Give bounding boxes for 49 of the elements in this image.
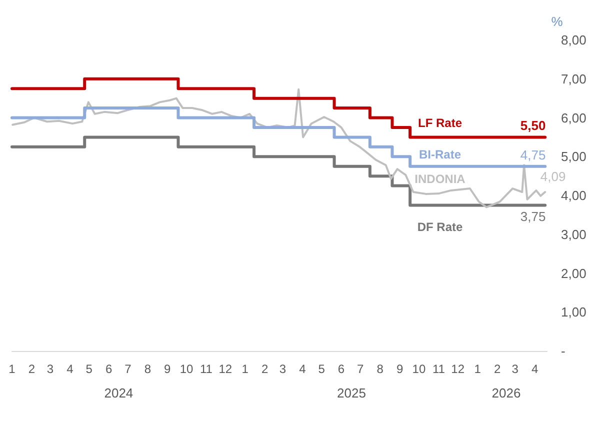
y-tick-label: 8,00: [561, 32, 586, 48]
y-axis-title: %: [551, 14, 564, 29]
x-tick-label: 4: [66, 362, 74, 376]
x-tick-label: 2: [494, 362, 501, 376]
x-tick-label: 5: [86, 362, 93, 376]
x-tick-label: 10: [180, 362, 194, 376]
x-tick-label: 9: [396, 362, 404, 376]
y-tick-label: 2,00: [561, 266, 586, 281]
x-tick-label: 6: [338, 362, 345, 376]
y-tick-label: 5,00: [561, 149, 586, 164]
x-tick-label: 2: [262, 362, 269, 376]
x-tick-label: 12: [218, 362, 232, 376]
data-label: 4,75: [520, 147, 546, 162]
x-tick-label: 1: [8, 362, 16, 376]
x-tick-label: 6: [105, 362, 112, 376]
text: 2024: [104, 386, 134, 400]
y-tick-label: 7,00: [561, 71, 586, 86]
x-tick-label: 5: [318, 362, 326, 376]
series-label: DF Rate: [417, 220, 463, 234]
x-tick-label: 9: [164, 362, 172, 376]
x-tick-label: 3: [512, 362, 519, 376]
y-tick-label: 4,00: [561, 188, 586, 203]
x-tick-label: 11: [200, 362, 213, 376]
series-label: LF Rate: [418, 116, 462, 130]
x-tick-label: 2: [28, 362, 36, 376]
text: 2025: [337, 386, 366, 400]
y-tick-label: 3,00: [561, 226, 586, 242]
x-tick-label: 11: [432, 362, 446, 376]
x-tick-label: 12: [451, 362, 465, 376]
series-label: INDONIA: [414, 172, 466, 186]
x-tick-label: 8: [144, 362, 152, 376]
x-tick-label: 3: [46, 362, 54, 376]
x-tick-label: 4: [532, 362, 539, 376]
data-label: 3,75: [520, 209, 546, 224]
text: 2026: [492, 386, 521, 400]
x-tick-label: 10: [412, 362, 426, 376]
data-label: 4,09: [540, 169, 566, 184]
x-tick-label: 1: [474, 362, 482, 376]
x-tick-label: 4: [299, 362, 306, 376]
y-tick-label: 6,00: [561, 110, 586, 126]
x-tick-label: 8: [376, 362, 384, 376]
x-tick-label: 7: [357, 362, 364, 376]
y-tick-label: -: [561, 344, 566, 358]
x-tick-label: 7: [124, 362, 132, 376]
x-tick-label: 3: [279, 362, 286, 376]
data-label: 5,50: [520, 118, 546, 134]
x-tick-label: 1: [242, 362, 249, 376]
y-tick-label: 1,00: [561, 304, 586, 320]
series-label: BI-Rate: [418, 147, 462, 162]
